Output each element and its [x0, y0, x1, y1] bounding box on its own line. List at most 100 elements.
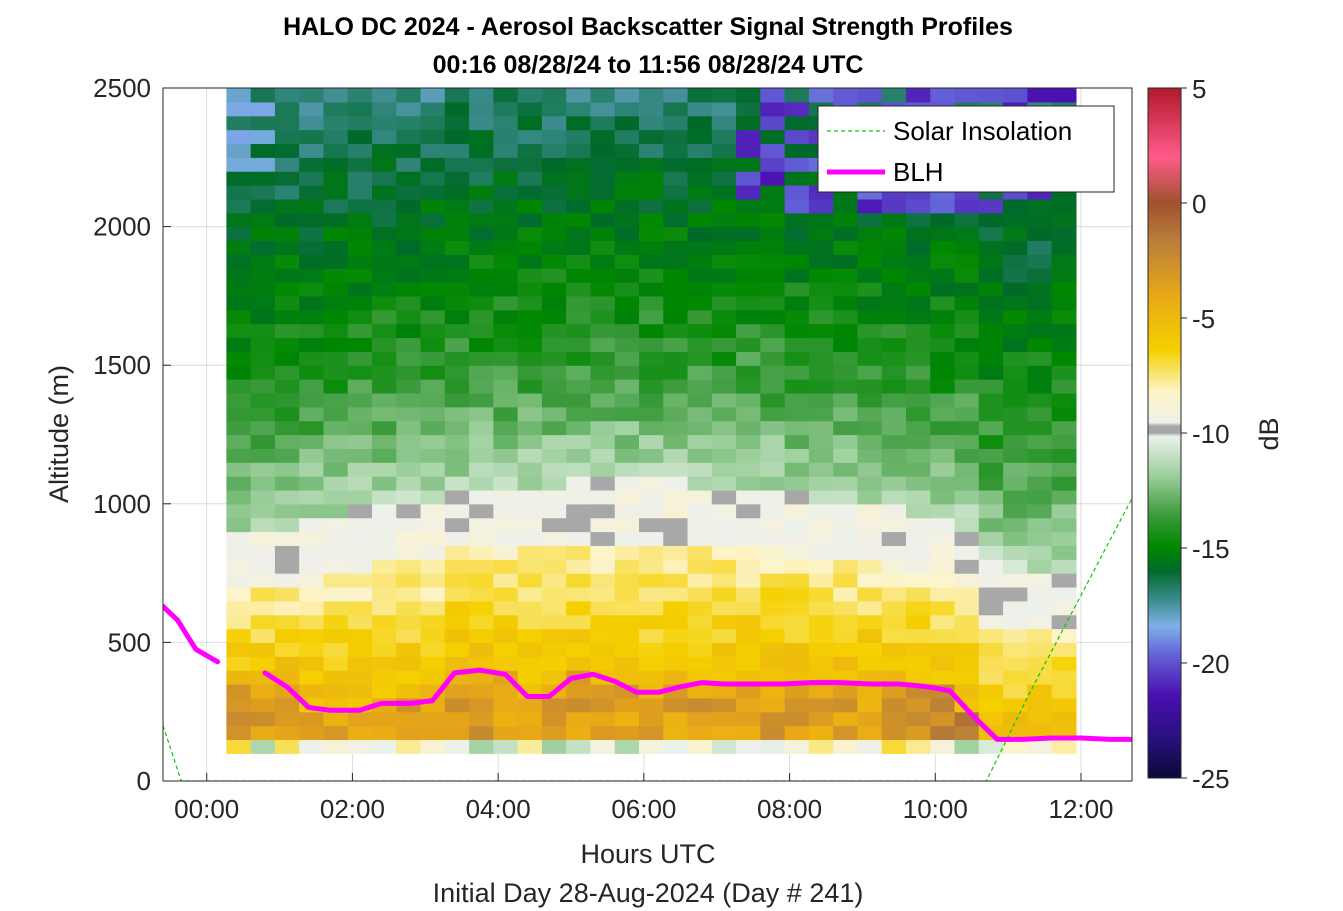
heatmap-cell — [323, 545, 349, 560]
heatmap-cell — [444, 489, 470, 505]
heatmap-cell — [978, 365, 1004, 380]
heatmap-cell — [857, 434, 883, 449]
heatmap-cell — [954, 559, 980, 574]
heatmap-cell — [493, 614, 519, 630]
heatmap-cell — [250, 448, 276, 463]
heatmap-cell — [784, 642, 810, 657]
heatmap-cell — [614, 545, 640, 560]
heatmap-cell — [1003, 670, 1028, 685]
heatmap-cell — [566, 171, 592, 186]
heatmap-cell — [881, 489, 907, 505]
heatmap-cell — [736, 406, 761, 422]
heatmap-cell — [566, 503, 592, 519]
heatmap-cell — [784, 614, 810, 630]
heatmap-cell — [250, 115, 276, 131]
heatmap-cell — [469, 462, 494, 477]
heatmap-cell — [250, 614, 276, 630]
heatmap-cell — [323, 614, 349, 630]
heatmap-cell — [420, 739, 446, 754]
heatmap-cell — [1051, 240, 1077, 255]
heatmap-cell — [833, 392, 859, 408]
heatmap-cell — [444, 586, 470, 602]
heatmap-cell — [687, 365, 713, 380]
heatmap-cell — [954, 323, 980, 339]
heatmap-cell — [978, 295, 1004, 311]
heatmap-cell — [250, 628, 276, 643]
heatmap-cell — [396, 323, 422, 339]
heatmap-cell — [396, 711, 422, 727]
heatmap-cell — [226, 337, 252, 352]
heatmap-cell — [808, 309, 834, 325]
heatmap-cell — [590, 586, 616, 602]
heatmap-cell — [347, 476, 373, 491]
heatmap-cell — [274, 448, 300, 463]
heatmap-cell — [274, 143, 300, 158]
heatmap-cell — [541, 434, 567, 449]
heatmap-cell — [274, 129, 300, 145]
heatmap-cell — [881, 531, 907, 546]
heatmap-cell — [760, 683, 786, 699]
heatmap-cell — [639, 185, 664, 200]
heatmap-cell — [687, 379, 713, 394]
heatmap-cell — [784, 573, 810, 588]
heatmap-cell — [808, 198, 834, 214]
heatmap-cell — [250, 101, 276, 117]
heatmap-cell — [493, 392, 519, 408]
heatmap-cell — [614, 392, 640, 408]
heatmap-cell — [493, 88, 519, 103]
colorbar-tick-label: -10 — [1192, 419, 1230, 449]
heatmap-cell — [226, 434, 252, 449]
heatmap-cell — [930, 406, 956, 422]
heatmap-cell — [906, 379, 931, 394]
heatmap-cell — [954, 268, 980, 283]
heatmap-cell — [420, 101, 446, 117]
heatmap-cell — [226, 226, 252, 242]
heatmap-cell — [347, 739, 373, 754]
heatmap-cell — [760, 642, 786, 657]
heatmap-cell — [1003, 725, 1028, 741]
heatmap-cell — [299, 268, 325, 283]
heatmap-cell — [639, 697, 664, 713]
heatmap-cell — [614, 683, 640, 699]
heatmap-cell — [469, 476, 494, 491]
heatmap-cell — [687, 600, 713, 616]
heatmap-cell — [1027, 531, 1053, 546]
heatmap-cell — [736, 365, 761, 380]
heatmap-cell — [1051, 739, 1077, 754]
heatmap-cell — [323, 406, 349, 422]
heatmap-cell — [420, 420, 446, 436]
series-blh — [262, 667, 1132, 742]
heatmap-cell — [323, 531, 349, 546]
heatmap-cell — [833, 448, 859, 463]
heatmap-cell — [639, 573, 664, 588]
heatmap-cell — [347, 711, 373, 727]
heatmap-cell — [469, 448, 494, 463]
heatmap-cell — [299, 642, 325, 657]
heatmap-cell — [590, 198, 616, 214]
heatmap-cell — [347, 254, 373, 269]
heatmap-cell — [906, 656, 931, 671]
x-axis-label: Hours UTC — [580, 839, 715, 869]
heatmap-cell — [687, 212, 713, 228]
heatmap-cell — [566, 365, 592, 380]
heatmap-cell — [833, 559, 859, 574]
heatmap-cell — [420, 600, 446, 616]
heatmap-cell — [784, 434, 810, 449]
heatmap-cell — [1027, 323, 1053, 339]
heatmap-cell — [590, 503, 616, 519]
heatmap-cell — [760, 115, 786, 131]
heatmap-cell — [323, 600, 349, 616]
heatmap-cell — [687, 185, 713, 200]
heatmap-cell — [614, 711, 640, 727]
heatmap-cell — [299, 586, 325, 602]
heatmap-cell — [978, 517, 1004, 533]
heatmap-cell — [639, 586, 664, 602]
heatmap-cell — [1027, 600, 1053, 616]
heatmap-cell — [420, 503, 446, 519]
heatmap-cell — [323, 282, 349, 297]
heatmap-cell — [323, 268, 349, 283]
heatmap-cell — [736, 642, 761, 657]
heatmap-cell — [687, 143, 713, 158]
heatmap-cell — [493, 157, 519, 172]
heatmap-cell — [299, 282, 325, 297]
